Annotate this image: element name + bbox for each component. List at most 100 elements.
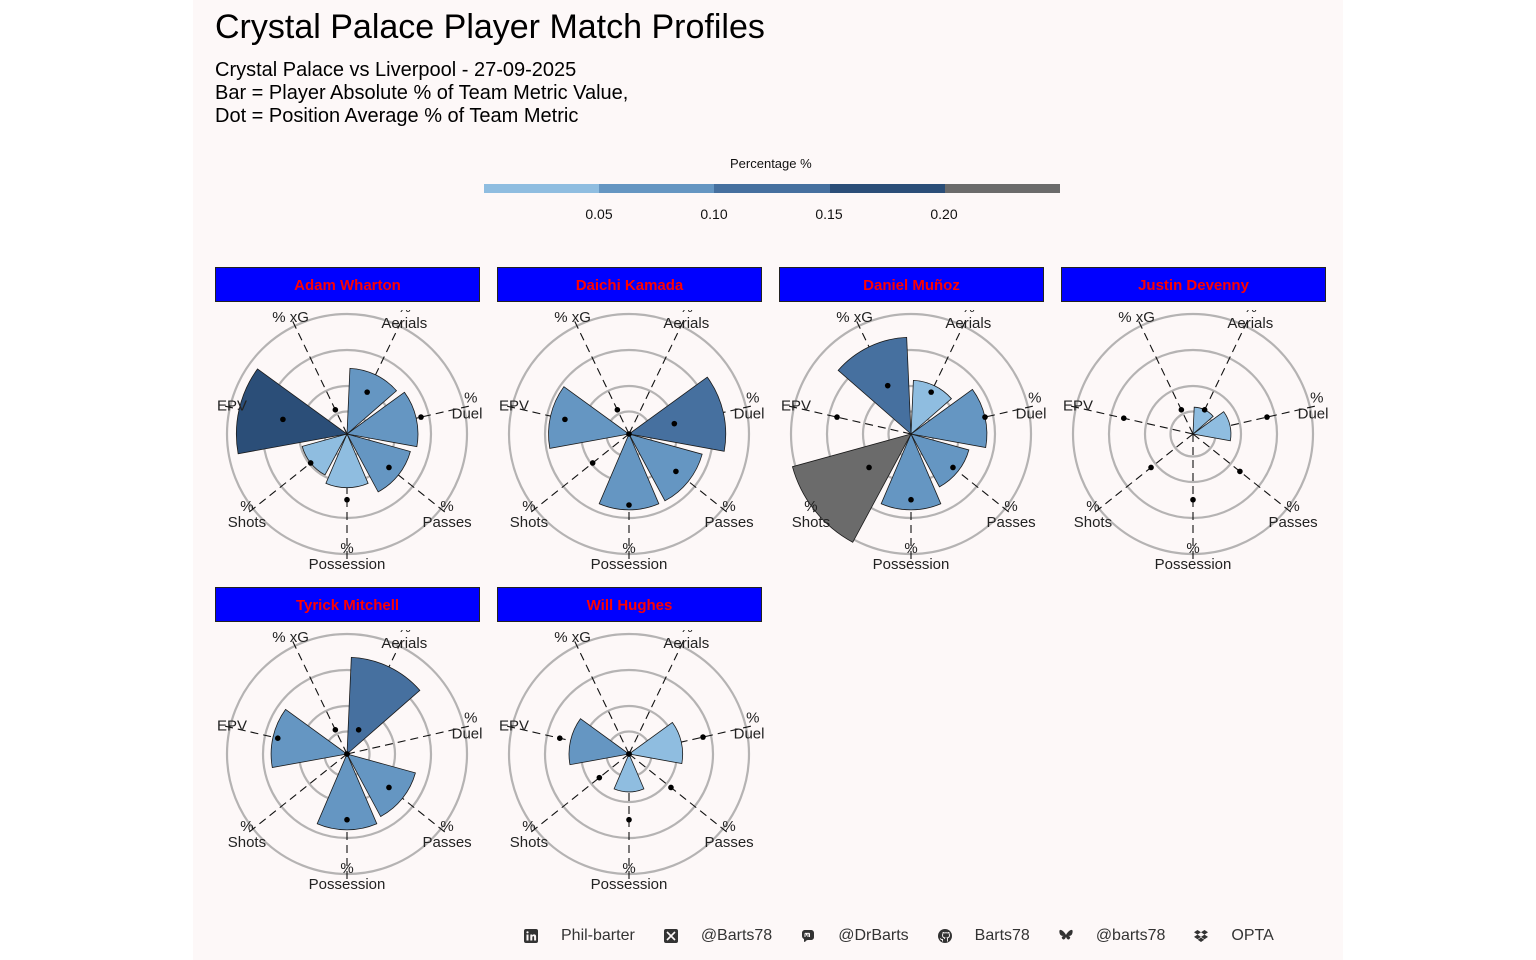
metric-label: % Possession — [591, 860, 668, 892]
metric-label: %Duels — [1016, 390, 1046, 423]
polar-spoke-line — [1066, 404, 1194, 435]
polar-spoke-line — [628, 636, 686, 755]
metric-label-line: % — [1004, 498, 1017, 515]
metric-label-line: Possession — [309, 876, 386, 892]
polar-bar — [598, 432, 660, 511]
metric-label-line: % EPV — [495, 398, 529, 415]
metric-label: %Duels — [1298, 390, 1328, 423]
metric-label-line: % xG — [554, 630, 591, 646]
metric-label-line: % — [440, 498, 453, 515]
legend-swatch-3 — [714, 184, 830, 193]
polar-bar — [548, 386, 630, 449]
polar-bar — [628, 433, 703, 502]
position-average-dot — [344, 496, 350, 503]
bluesky-icon — [1059, 929, 1073, 940]
polar-spoke-line — [572, 636, 630, 755]
metric-label-line: % xG — [554, 310, 591, 326]
metric-label-line: Shots — [228, 834, 266, 851]
polar-bar — [880, 432, 942, 511]
metric-label: %Duels — [452, 390, 482, 423]
polar-bar — [346, 656, 421, 755]
metric-label: % Shots — [792, 498, 830, 531]
polar-grid-ring — [1143, 384, 1243, 484]
polar-spoke-line — [527, 753, 630, 836]
metric-label: % EPV — [495, 718, 529, 735]
footer-github-handle: Barts78 — [974, 927, 1030, 944]
linkedin-icon — [524, 929, 538, 943]
metric-label-line: % — [1028, 390, 1041, 407]
polar-chart-svg: %Aerials%Duels%Passes%Possession%Shots% … — [777, 310, 1046, 572]
polar-bar — [1192, 411, 1232, 442]
polar-bar — [316, 752, 378, 831]
polar-bar — [346, 367, 398, 435]
polar-bar — [346, 391, 419, 448]
metric-label-line: % — [680, 630, 693, 636]
position-average-dot — [626, 502, 632, 508]
position-average-dot — [1237, 468, 1243, 475]
position-average-dot — [1190, 496, 1196, 503]
polar-bar — [325, 432, 369, 489]
metric-label: %Aerials — [1227, 310, 1273, 332]
metric-label-line: % — [398, 310, 411, 316]
polar-bar — [346, 753, 416, 818]
polar-bar — [791, 433, 912, 543]
metric-label-line: Aerials — [381, 315, 427, 332]
metric-label-line: % — [680, 310, 693, 316]
metric-label-line: % — [464, 390, 477, 407]
polar-spoke-line — [910, 316, 968, 435]
metric-label-line: % — [1186, 540, 1199, 557]
legend-tick-label: 0.10 — [700, 206, 728, 222]
polar-panel: %Aerials%Duels%Passes%Possession%Shots% … — [213, 310, 482, 572]
metric-label-line: % — [722, 818, 735, 835]
position-average-dot — [908, 496, 914, 503]
metric-label-line: Shots — [510, 514, 548, 531]
footer-linkedin-handle: Phil-barter — [561, 927, 635, 944]
position-average-dot — [1201, 407, 1208, 413]
position-average-dot — [274, 735, 281, 742]
metric-label-line: % xG — [836, 310, 873, 326]
position-average-dot — [556, 735, 563, 742]
metric-label-line: % — [746, 710, 759, 727]
metric-label-line: % — [440, 818, 453, 835]
legend-tick-label: 0.15 — [815, 206, 843, 222]
position-average-dot — [596, 774, 603, 781]
metric-label-line: % — [1310, 390, 1323, 407]
metric-label: % Passes — [704, 818, 753, 851]
metric-label-line: % — [746, 390, 759, 407]
metric-label: % Shots — [228, 818, 266, 851]
metric-label: %Duels — [734, 710, 764, 743]
metric-label: % Passes — [704, 498, 753, 531]
position-average-dot — [386, 464, 392, 471]
position-average-dot — [700, 734, 706, 740]
metric-label: % Passes — [986, 498, 1035, 531]
metric-label: % Passes — [1268, 498, 1317, 531]
position-average-dot — [673, 468, 679, 475]
polar-spoke-line — [1136, 316, 1194, 435]
position-average-dot — [950, 464, 956, 471]
legend-swatch-2 — [599, 184, 715, 193]
metric-label-line: % — [622, 540, 635, 557]
metric-label-line: Aerials — [945, 315, 991, 332]
position-average-dot — [1120, 415, 1127, 422]
chart-title: Crystal Palace Player Match Profiles — [215, 8, 765, 46]
metric-label: % Passes — [422, 818, 471, 851]
metric-label-line: % xG — [1118, 310, 1155, 326]
polar-bar — [837, 336, 912, 435]
chart-subtitle-line-2: Bar = Player Absolute % of Team Metric V… — [215, 82, 629, 104]
metric-label: % xG — [272, 630, 309, 646]
metric-label-line: % EPV — [777, 398, 811, 415]
polar-bar — [910, 379, 952, 435]
metric-label-line: Possession — [591, 556, 668, 572]
metric-label-line: Passes — [704, 514, 753, 531]
position-average-dot — [1148, 464, 1154, 471]
position-average-dot — [280, 416, 286, 423]
metric-label-line: Passes — [704, 834, 753, 851]
metric-label: %Duels — [452, 710, 482, 743]
metric-label: % Shots — [510, 498, 548, 531]
position-average-dot — [1264, 414, 1270, 420]
legend-title: Percentage % — [730, 156, 812, 171]
metric-label-line: % EPV — [213, 718, 247, 735]
metric-label-line: Aerials — [663, 635, 709, 652]
position-average-dot — [626, 751, 632, 757]
footer-x-handle: @Barts78 — [700, 927, 773, 944]
